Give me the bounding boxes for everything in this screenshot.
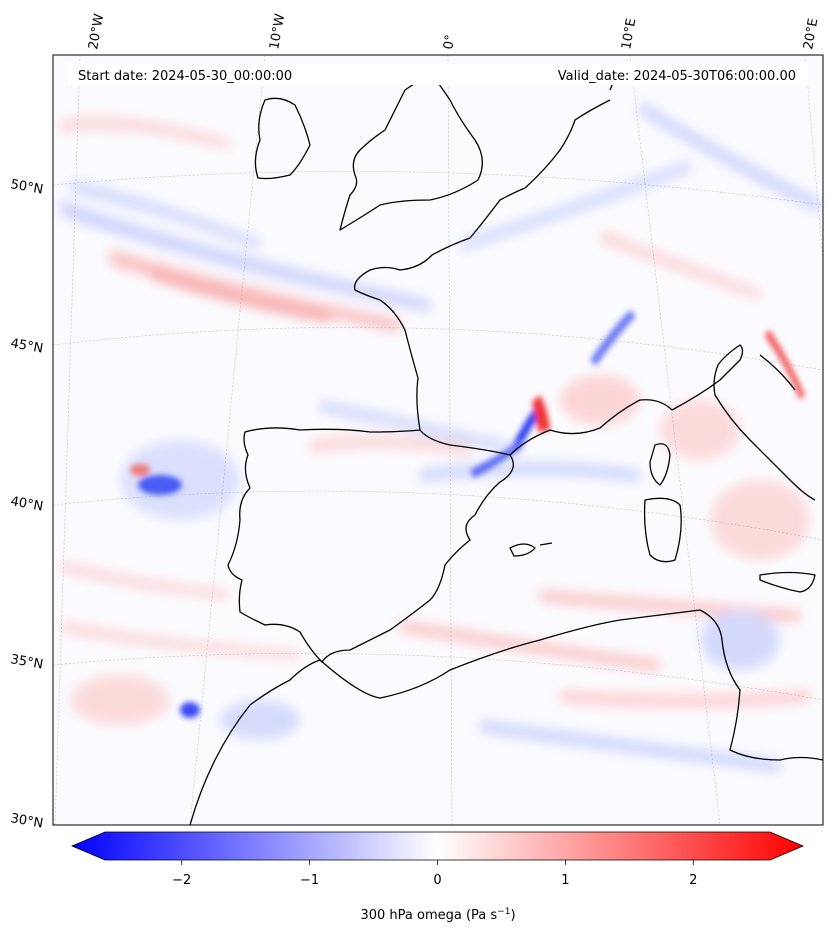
lat-label-45n: 45°N — [9, 336, 44, 356]
lon-label-10w: 10°W — [267, 13, 288, 51]
colorbar-tick-label: 2 — [689, 873, 697, 888]
graticule — [53, 55, 823, 825]
lon-label-0: 0° — [441, 34, 458, 51]
colorbar-tick-label: 1 — [561, 873, 569, 888]
colorbar-tick-label: 0 — [433, 873, 441, 888]
colorbar-tick-label: −2 — [172, 873, 191, 888]
lon-label-20e: 20°E — [801, 17, 821, 50]
colorbar-label: 300 hPa omega (Pa s−1) — [360, 907, 515, 923]
lat-label-40n: 40°N — [9, 494, 44, 514]
colorbar-ticks: −2 −1 0 1 2 — [172, 860, 697, 888]
lon-label-10e: 10°E — [619, 17, 639, 50]
lon-label-20w: 20°W — [86, 13, 107, 51]
coast-france — [353, 187, 526, 431]
coast-iberia — [227, 427, 514, 663]
coast-sardinia — [643, 497, 682, 563]
omega-core — [130, 310, 805, 718]
coast-sicily — [759, 571, 816, 593]
start-date-label: Start date: 2024-05-30_00:00:00 — [78, 69, 292, 84]
header-box — [68, 63, 808, 85]
lat-label-35n: 35°N — [9, 652, 44, 672]
coast-corsica — [649, 443, 671, 486]
coast-france-south — [509, 399, 673, 456]
map-panel — [53, 55, 823, 825]
omega-field — [60, 100, 820, 772]
colorbar: −2 −1 0 1 2 300 hPa omega (Pa s−1) — [70, 831, 805, 923]
coast-italy — [671, 344, 816, 501]
coast-adriatic — [759, 354, 796, 391]
lat-label-30n: 30°N — [9, 811, 44, 831]
colorbar-tick-label: −1 — [300, 873, 319, 888]
valid-date-label: Valid_date: 2024-05-30T06:00:00.00 — [558, 69, 796, 84]
map-frame — [52, 54, 824, 826]
coast-africa — [189, 609, 823, 825]
colorbar-body — [70, 831, 805, 861]
lat-label-50n: 50°N — [9, 177, 44, 197]
coast-ireland — [254, 97, 311, 180]
coast-balearics — [509, 542, 553, 557]
